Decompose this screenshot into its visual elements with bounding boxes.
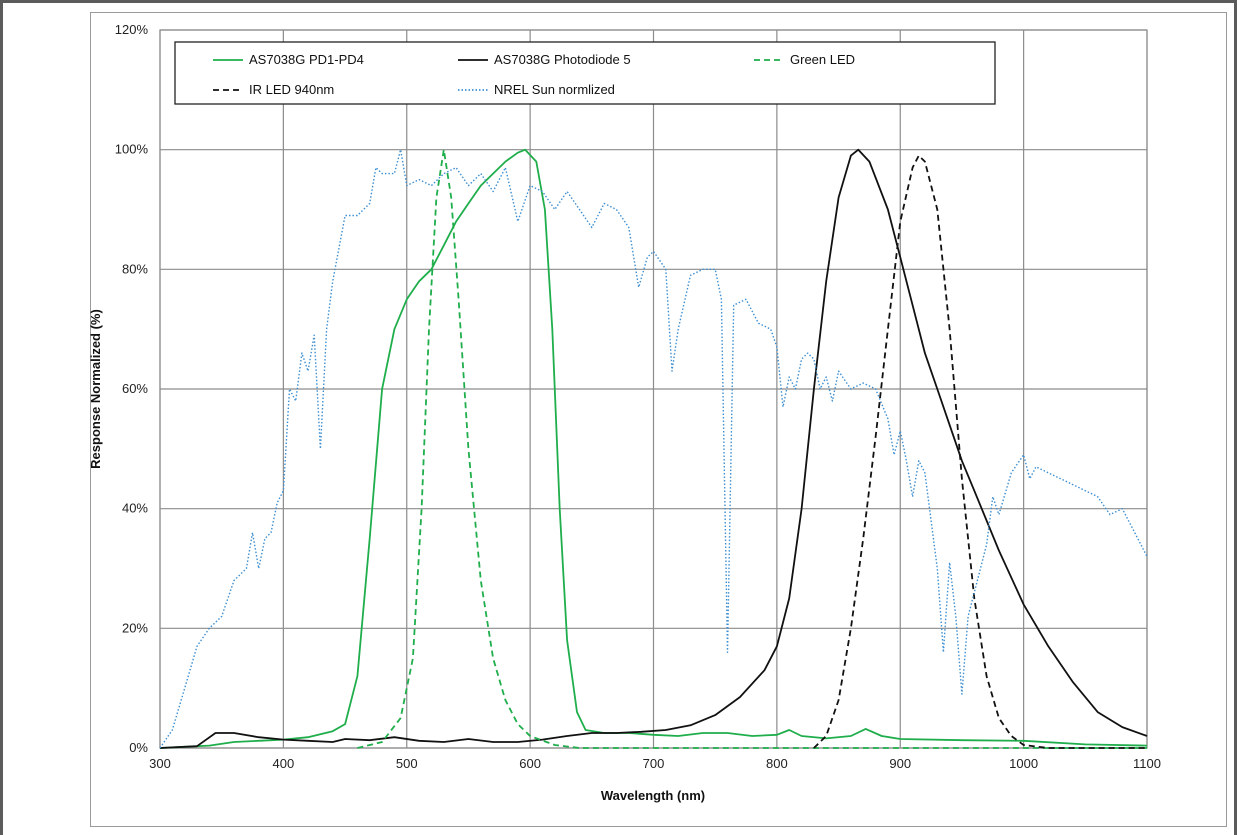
x-tick-label: 1100 [1133,756,1161,771]
x-axis-title: Wavelength (nm) [601,788,705,803]
tick-labels: 300 400 500 600 700 800 900 1000 1100 0% 20% 40% 60%… [115,22,1161,771]
legend-label: NREL Sun normlized [494,82,615,97]
y-tick-label: 100% [115,142,149,157]
y-tick-label: 40% [122,501,148,516]
x-tick-label: 1000 [1009,756,1038,771]
x-tick-label: 500 [396,756,418,771]
legend: AS7038G PD1-PD4 AS7038G Photodiode 5 Green… [174,41,996,105]
x-tick-label: 800 [766,756,788,771]
y-axis-title: Response Normalized (%) [88,309,103,469]
x-tick-label: 900 [889,756,911,771]
x-tick-label: 300 [149,756,171,771]
series-layer [159,148,1148,749]
x-tick-label: 600 [519,756,541,771]
y-tick-label: 60% [122,381,148,396]
y-tick-label: 120% [115,22,149,37]
x-tick-label: 400 [273,756,295,771]
chart-area [90,12,1227,827]
grid-lines [159,29,1148,749]
legend-box [174,41,996,105]
x-tick-label: 700 [643,756,665,771]
series-line-0 [159,148,1148,749]
legend-label: Green LED [790,52,855,67]
legend-label: IR LED 940nm [249,82,334,97]
legend-label: AS7038G PD1-PD4 [249,52,364,67]
y-tick-label: 80% [122,261,148,276]
legend-label: AS7038G Photodiode 5 [494,52,631,67]
y-tick-label: 20% [122,620,148,635]
y-tick-label: 0% [129,740,148,755]
series-line-2 [357,148,1147,749]
series-line-4 [159,149,1148,749]
series-line-3 [813,154,1147,749]
